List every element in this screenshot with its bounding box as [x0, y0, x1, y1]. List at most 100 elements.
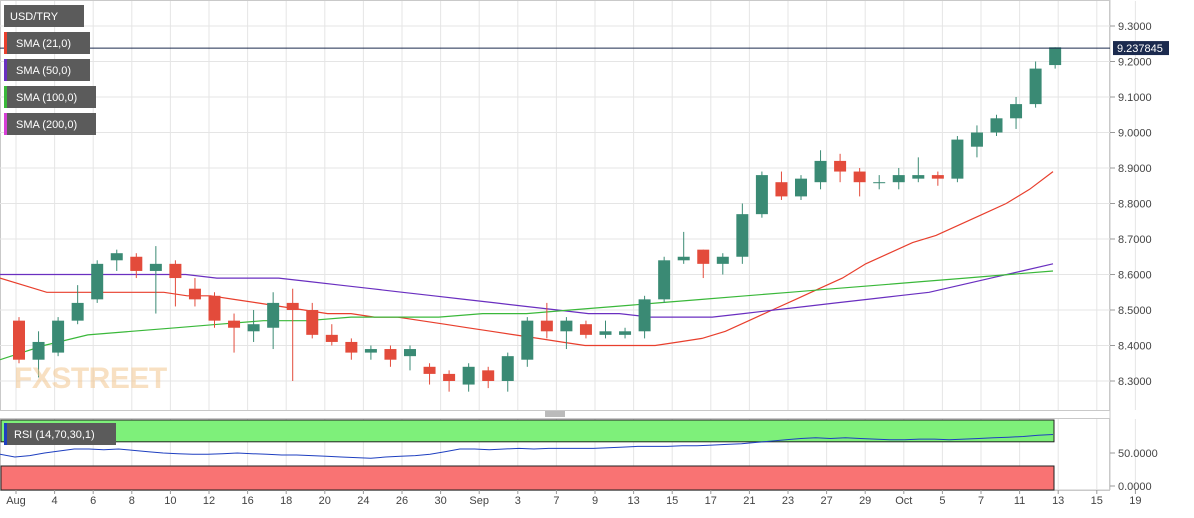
time-tick-label: 19	[1129, 495, 1141, 507]
candle-bullish	[71, 285, 84, 325]
time-tick-label: 17	[705, 495, 717, 507]
candle-body	[716, 256, 729, 264]
rsi-line	[0, 434, 1054, 459]
candle-bullish	[755, 171, 768, 218]
price-panel	[0, 0, 1110, 411]
candle-body	[91, 263, 104, 300]
candle-body	[71, 302, 84, 321]
rsi-tick-label: 50.0000	[1118, 448, 1158, 460]
candle-bullish	[951, 136, 964, 183]
legend-rsi[interactable]: RSI (14,70,30,1)	[4, 423, 116, 445]
time-tick-label: 27	[820, 495, 832, 507]
candle-bullish	[677, 231, 690, 264]
candle-bullish	[892, 168, 905, 190]
candle-bearish	[345, 338, 358, 360]
candle-body	[892, 175, 905, 183]
candle-bullish	[267, 292, 280, 350]
legend-sma-100-label: SMA (100,0)	[16, 92, 77, 104]
time-tick-label: 12	[203, 495, 215, 507]
candle-body	[579, 324, 592, 335]
candle-body	[286, 302, 299, 310]
time-tick-label: 21	[743, 495, 755, 507]
candle-body	[931, 175, 944, 179]
candle-body	[169, 263, 182, 279]
time-tick-label: Oct	[895, 495, 912, 507]
candle-bullish	[404, 345, 416, 371]
candle-body	[755, 175, 768, 215]
candle-bearish	[384, 345, 397, 367]
legend-symbol[interactable]: USD/TRY	[4, 5, 84, 27]
legend-sma-50[interactable]: SMA (50,0)	[4, 59, 90, 81]
price-tick-label: 9.0000	[1118, 128, 1152, 140]
candle-bearish	[443, 370, 456, 392]
candle-body	[599, 331, 612, 335]
price-tick-label: 8.3000	[1118, 376, 1152, 388]
candle-body	[13, 320, 25, 360]
time-tick-label: 30	[434, 495, 446, 507]
candle-body	[32, 341, 45, 360]
candle-bullish	[795, 175, 807, 200]
candle-body	[1049, 47, 1062, 66]
time-tick-label: 24	[357, 495, 369, 507]
candle-body	[208, 295, 221, 321]
legend-sma-21-label: SMA (21,0)	[16, 38, 71, 50]
time-tick-label: 4	[52, 495, 58, 507]
candle-bullish	[873, 175, 886, 190]
candle-bearish	[13, 317, 25, 364]
time-axis-labels: Aug 4 6 8 10 12 16 18 20 24 26 30 Sep 3 7 9 13 15 17 21 23 27…	[6, 490, 1142, 507]
legend-rsi-label: RSI (14,70,30,1)	[14, 429, 95, 441]
candle-body	[149, 263, 162, 271]
candle-body	[306, 310, 319, 335]
candle-body	[834, 160, 847, 172]
time-tick-label: 13	[627, 495, 639, 507]
sma-line	[0, 270, 1054, 361]
time-tick-label: 13	[1052, 495, 1064, 507]
candle-bearish	[188, 278, 201, 307]
candle-body	[247, 324, 260, 332]
time-tick-label: 16	[241, 495, 253, 507]
time-tick-label: 29	[859, 495, 871, 507]
legend-sma-21[interactable]: SMA (21,0)	[4, 32, 90, 54]
price-tick-label: 8.8000	[1118, 199, 1152, 211]
time-tick-label: 15	[1091, 495, 1103, 507]
time-tick-label: Aug	[6, 495, 26, 507]
candle-bearish	[423, 363, 436, 385]
candle-bullish	[1029, 61, 1042, 108]
legend-sma-200-label: SMA (200,0)	[16, 119, 77, 131]
candle-bearish	[697, 249, 710, 279]
candle-body	[384, 349, 397, 360]
legend-symbol-label: USD/TRY	[10, 11, 59, 23]
candle-bullish	[501, 352, 514, 392]
candle-body	[638, 299, 651, 332]
candle-bullish	[814, 150, 827, 190]
candle-body	[325, 334, 338, 342]
price-tick-label: 9.2000	[1118, 57, 1152, 69]
candle-body	[110, 253, 123, 261]
candle-bearish	[228, 313, 241, 353]
legend-sma-200[interactable]: SMA (200,0)	[4, 113, 96, 135]
candle-bullish	[1010, 97, 1023, 129]
candle-body	[228, 320, 241, 328]
time-tick-label: 7	[553, 495, 559, 507]
time-tick-label: 11	[1014, 495, 1025, 507]
candle-bullish	[638, 295, 651, 339]
price-tick-label: 8.4000	[1118, 341, 1152, 353]
legend-sma-50-label: SMA (50,0)	[16, 65, 71, 77]
price-tick-label: 8.9000	[1118, 163, 1152, 175]
legend-sma-100[interactable]: SMA (100,0)	[4, 86, 96, 108]
price-tick-label: 8.5000	[1118, 305, 1152, 317]
panel-resize-handle[interactable]	[545, 411, 565, 417]
candle-body	[814, 160, 827, 183]
candle-body	[1010, 104, 1023, 119]
candle-bullish	[32, 331, 45, 378]
candle-bullish	[619, 327, 632, 339]
candle-body	[619, 331, 632, 335]
time-tick-label: 20	[319, 495, 331, 507]
candle-bearish	[775, 171, 788, 200]
candle-bullish	[1049, 47, 1062, 69]
candle-bearish	[853, 168, 866, 197]
rsi-indicator	[0, 419, 1055, 491]
candle-body	[404, 349, 416, 357]
candle-body	[912, 175, 925, 179]
candle-bullish	[52, 317, 65, 357]
